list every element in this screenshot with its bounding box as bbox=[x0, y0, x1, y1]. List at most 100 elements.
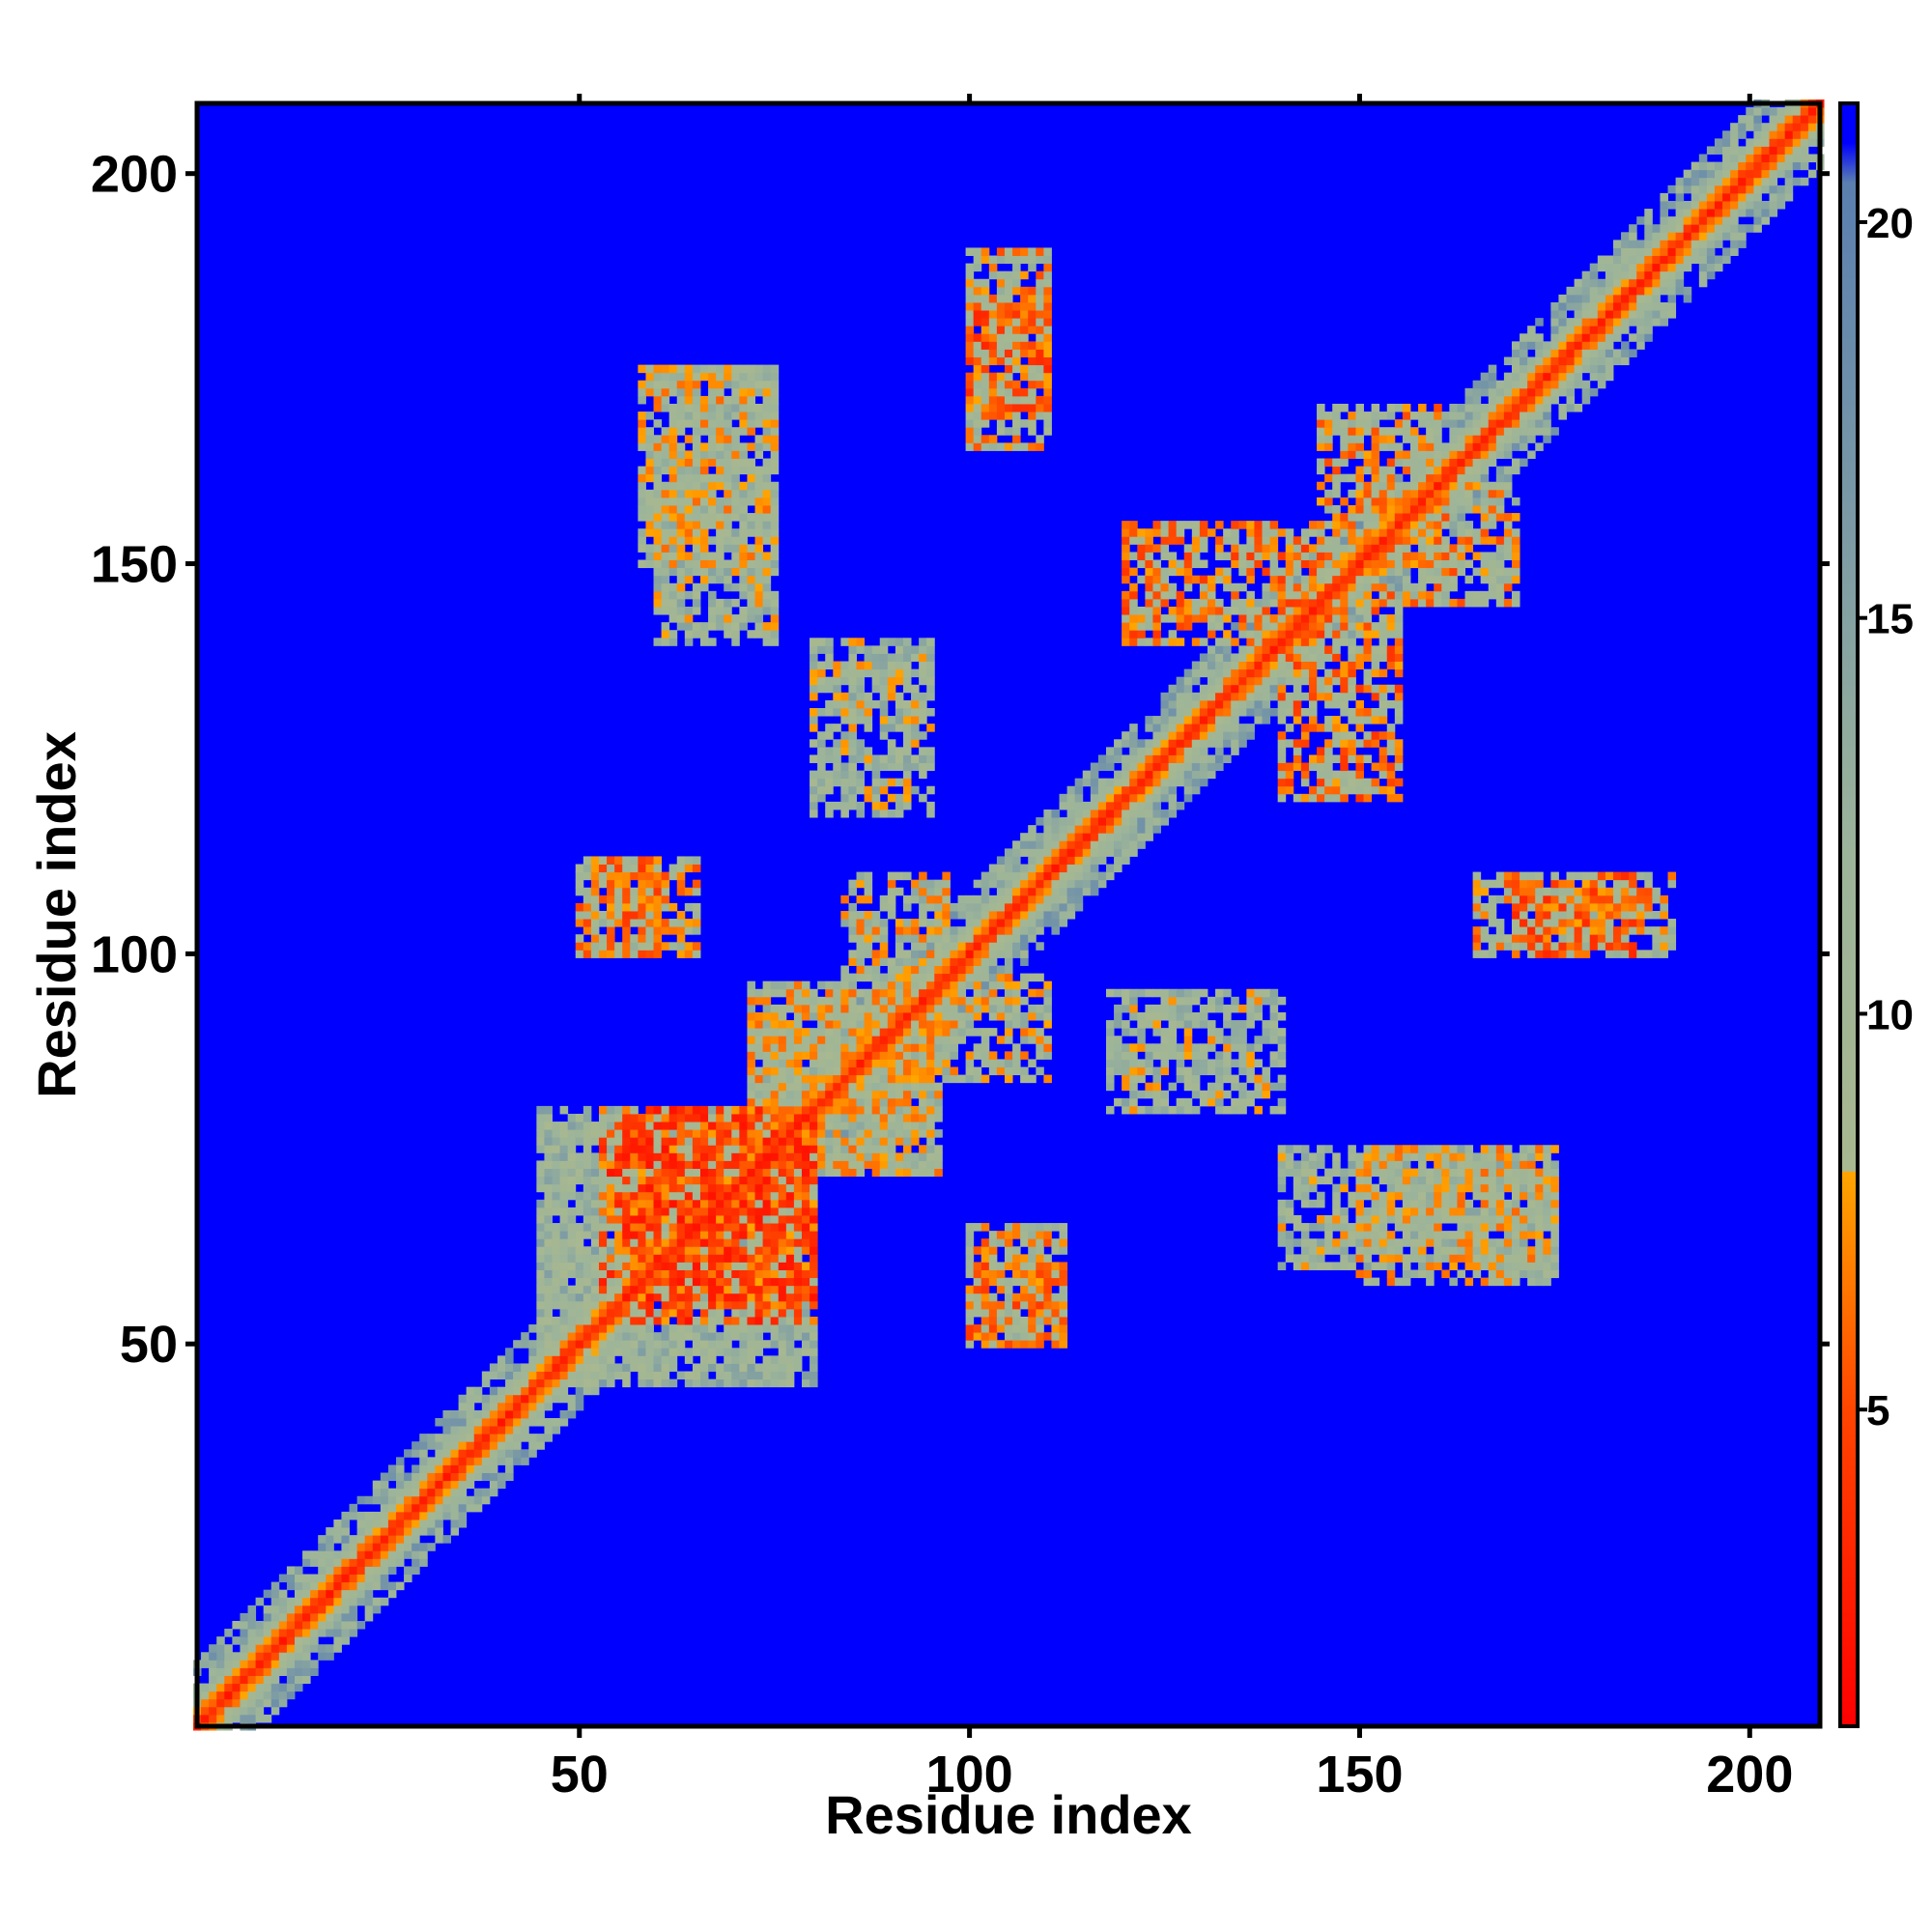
heatmap-cell bbox=[645, 871, 654, 881]
heatmap-cell bbox=[544, 1152, 553, 1161]
heatmap-cell bbox=[902, 1168, 912, 1178]
heatmap-cell bbox=[364, 1543, 374, 1551]
heatmap-cell bbox=[739, 559, 748, 569]
heatmap-cell bbox=[957, 1074, 967, 1084]
heatmap-cell bbox=[676, 622, 686, 631]
heatmap-cell bbox=[887, 747, 896, 755]
heatmap-cell bbox=[598, 1129, 608, 1138]
heatmap-cell bbox=[387, 1566, 397, 1575]
heatmap-cell bbox=[950, 980, 958, 990]
heatmap-cell bbox=[1105, 1066, 1115, 1076]
heatmap-cell bbox=[1168, 1043, 1178, 1052]
heatmap-cell bbox=[692, 879, 701, 889]
heatmap-cell bbox=[1028, 1254, 1037, 1263]
heatmap-cell bbox=[731, 1113, 740, 1122]
heatmap-cell bbox=[1043, 1238, 1052, 1247]
heatmap-cell bbox=[1043, 419, 1052, 428]
heatmap-cell bbox=[731, 387, 740, 397]
heatmap-cell bbox=[653, 926, 663, 935]
heatmap-cell bbox=[661, 942, 670, 951]
heatmap-cell bbox=[638, 466, 646, 475]
heatmap-cell bbox=[676, 614, 686, 623]
heatmap-cell bbox=[911, 1082, 920, 1092]
heatmap-cell bbox=[1043, 364, 1052, 374]
heatmap-cell bbox=[1168, 785, 1178, 795]
heatmap-cell bbox=[638, 380, 646, 389]
heatmap-cell bbox=[762, 364, 772, 374]
heatmap-cell bbox=[1129, 801, 1138, 810]
heatmap-cell bbox=[724, 1113, 732, 1122]
heatmap-cell bbox=[224, 1675, 233, 1685]
heatmap-cell bbox=[575, 1246, 584, 1255]
heatmap-cell bbox=[567, 1293, 577, 1302]
heatmap-cell bbox=[848, 1145, 857, 1153]
heatmap-cell bbox=[1028, 988, 1037, 998]
heatmap-cell bbox=[1122, 1097, 1130, 1107]
heatmap-cell bbox=[973, 950, 982, 958]
heatmap-cell bbox=[747, 582, 755, 592]
heatmap-cell bbox=[1152, 817, 1161, 826]
heatmap-cell bbox=[575, 942, 584, 951]
heatmap-cell bbox=[739, 372, 748, 382]
heatmap-cell bbox=[1036, 856, 1044, 865]
heatmap-cell bbox=[364, 1558, 374, 1567]
heatmap-cell bbox=[630, 1262, 639, 1270]
heatmap-cell bbox=[996, 1316, 1006, 1325]
heatmap-cell bbox=[661, 559, 670, 569]
heatmap-cell bbox=[622, 1122, 631, 1130]
heatmap-cell bbox=[552, 1183, 561, 1193]
heatmap-cell bbox=[785, 1316, 795, 1325]
heatmap-cell bbox=[1097, 801, 1107, 810]
heatmap-cell bbox=[793, 1183, 803, 1193]
heatmap-cell bbox=[653, 1145, 663, 1153]
heatmap-cell bbox=[724, 622, 732, 631]
heatmap-cell bbox=[902, 1113, 912, 1122]
heatmap-cell bbox=[887, 973, 896, 982]
heatmap-cell bbox=[856, 934, 866, 943]
heatmap-cell bbox=[825, 778, 834, 787]
heatmap-cell bbox=[754, 504, 764, 514]
heatmap-cell bbox=[708, 638, 717, 646]
heatmap-cell bbox=[1207, 699, 1216, 709]
heatmap-cell bbox=[356, 1566, 366, 1575]
heatmap-cell bbox=[326, 1550, 334, 1559]
heatmap-cell bbox=[668, 466, 678, 475]
heatmap-cell bbox=[1028, 1028, 1037, 1037]
heatmap-cell bbox=[754, 1090, 764, 1099]
heatmap-cell bbox=[739, 1262, 748, 1270]
heatmap-cell bbox=[536, 1434, 545, 1442]
heatmap-cell bbox=[395, 1535, 405, 1544]
heatmap-cell bbox=[567, 1122, 577, 1130]
heatmap-cell bbox=[942, 973, 951, 982]
heatmap-cell bbox=[318, 1574, 327, 1583]
heatmap-cell bbox=[1028, 412, 1037, 420]
heatmap-cell bbox=[848, 1020, 857, 1029]
heatmap-cell bbox=[1168, 1105, 1178, 1115]
heatmap-cell bbox=[1114, 840, 1122, 849]
heatmap-cell bbox=[1129, 567, 1138, 577]
heatmap-cell bbox=[957, 950, 967, 958]
heatmap-cell bbox=[1051, 833, 1060, 841]
heatmap-cell bbox=[1207, 1097, 1216, 1107]
heatmap-cell bbox=[1059, 856, 1068, 865]
heatmap-cell bbox=[778, 1122, 787, 1130]
heatmap-cell bbox=[724, 1238, 732, 1247]
heatmap-cell bbox=[902, 1145, 912, 1153]
heatmap-cell bbox=[833, 1020, 841, 1029]
heatmap-cell bbox=[590, 1371, 600, 1380]
heatmap-cell bbox=[708, 419, 717, 428]
heatmap-cell bbox=[1074, 864, 1084, 873]
heatmap-cell bbox=[699, 395, 709, 405]
heatmap-cell bbox=[988, 926, 998, 935]
heatmap-cell bbox=[902, 1097, 912, 1107]
heatmap-cell bbox=[848, 887, 857, 896]
heatmap-cell bbox=[419, 1488, 428, 1497]
heatmap-cell bbox=[614, 1231, 623, 1239]
heatmap-cell bbox=[762, 1238, 772, 1247]
heatmap-cell bbox=[754, 1145, 764, 1153]
heatmap-cell bbox=[770, 1332, 780, 1341]
heatmap-cell bbox=[607, 1122, 615, 1130]
heatmap-cell bbox=[450, 1457, 460, 1465]
heatmap-cell bbox=[552, 1262, 561, 1270]
heatmap-cell bbox=[489, 1426, 498, 1435]
